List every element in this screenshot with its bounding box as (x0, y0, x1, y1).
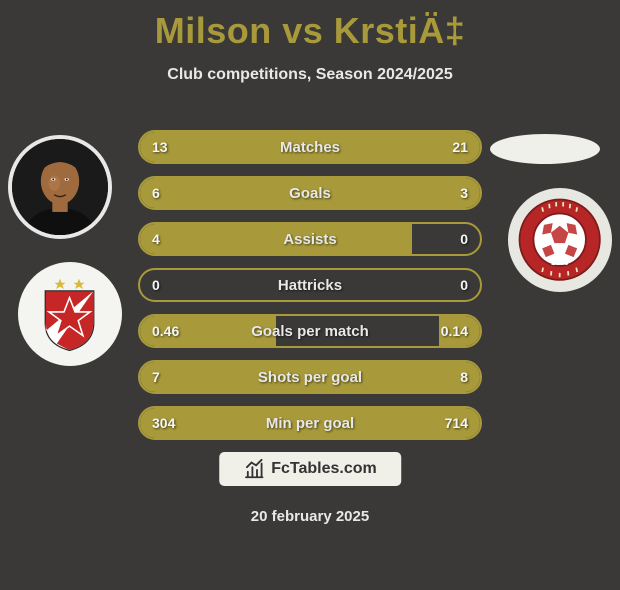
stat-label: Hattricks (140, 277, 480, 294)
stat-left-value: 0.46 (152, 323, 179, 339)
stat-right-value: 0 (460, 231, 468, 247)
stat-row: 1321Matches (138, 130, 482, 164)
stat-fill-right (300, 362, 480, 392)
stat-row: 0.460.14Goals per match (138, 314, 482, 348)
stat-left-value: 304 (152, 415, 175, 431)
stat-right-value: 0.14 (441, 323, 468, 339)
stat-left-value: 7 (152, 369, 160, 385)
date-label: 20 february 2025 (0, 508, 620, 525)
stat-right-value: 8 (460, 369, 468, 385)
stat-left-value: 13 (152, 139, 168, 155)
player-left-photo (8, 135, 112, 239)
stat-right-value: 3 (460, 185, 468, 201)
stat-fill-left (140, 224, 412, 254)
stat-row: 304714Min per goal (138, 406, 482, 440)
player-right-placeholder (490, 134, 600, 164)
page-title: Milson vs KrstiÄ‡ (0, 10, 620, 52)
brand-icon (243, 458, 265, 480)
stat-left-value: 6 (152, 185, 160, 201)
stat-row: 63Goals (138, 176, 482, 210)
stat-right-value: 714 (445, 415, 468, 431)
stat-left-value: 4 (152, 231, 160, 247)
stats-panel: 1321Matches63Goals40Assists00Hattricks0.… (138, 130, 482, 452)
stat-row: 78Shots per goal (138, 360, 482, 394)
svg-text:1946: 1946 (551, 258, 569, 267)
stat-right-value: 0 (460, 277, 468, 293)
club-right-crest: 1946 (508, 188, 612, 292)
stat-fill-left (140, 362, 300, 392)
stat-row: 40Assists (138, 222, 482, 256)
stat-fill-right (269, 132, 480, 162)
subtitle: Club competitions, Season 2024/2025 (0, 66, 620, 84)
stat-fill-left (140, 178, 368, 208)
stat-right-value: 21 (452, 139, 468, 155)
club-left-crest (18, 262, 122, 366)
brand-label: FcTables.com (271, 460, 377, 478)
stat-left-value: 0 (152, 277, 160, 293)
stat-row: 0 0Hattricks (138, 268, 482, 302)
brand-badge[interactable]: FcTables.com (219, 452, 401, 486)
